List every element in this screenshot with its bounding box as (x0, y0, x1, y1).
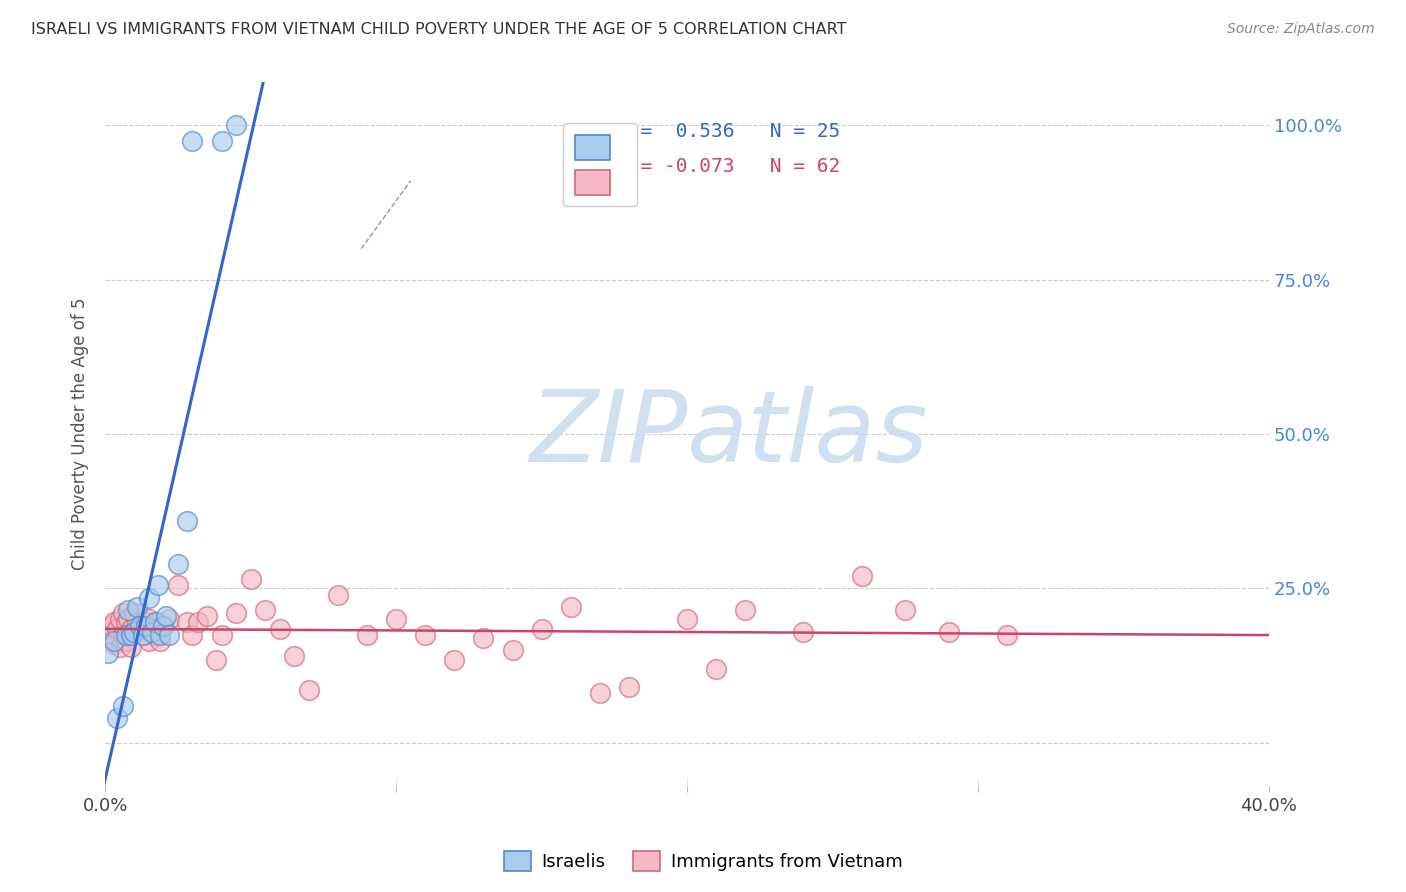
Point (176, 514, 198, 528)
Point (138, 612, 160, 626)
Point (676, 612, 699, 626)
Point (141, 622, 163, 636)
Point (239, 572, 262, 586)
Point (94, 622, 117, 636)
Point (851, 569, 873, 583)
Point (283, 649, 305, 664)
Point (176, 615, 198, 630)
Point (211, 134, 233, 148)
Point (114, 628, 136, 642)
Point (149, 634, 172, 648)
Point (135, 615, 157, 630)
Point (157, 628, 180, 642)
Point (132, 628, 155, 642)
Point (108, 612, 131, 626)
Point (103, 634, 125, 648)
Point (413, 628, 436, 642)
Point (894, 603, 917, 617)
Point (152, 618, 174, 632)
Point (117, 628, 139, 642)
Point (560, 599, 582, 614)
Point (269, 622, 291, 636)
Point (146, 615, 169, 630)
Text: atlas: atlas (688, 385, 929, 483)
Point (124, 624, 146, 639)
Point (195, 609, 218, 624)
Point (181, 628, 204, 642)
Text: R =  0.536   N = 25: R = 0.536 N = 25 (617, 121, 841, 141)
Point (124, 624, 146, 639)
Point (103, 637, 125, 651)
Point (117, 612, 139, 626)
Point (120, 640, 142, 655)
Point (105, 622, 128, 636)
Point (146, 578, 169, 592)
Point (132, 628, 155, 642)
Point (135, 618, 157, 632)
Point (530, 622, 553, 636)
Point (108, 640, 131, 655)
Point (127, 615, 149, 630)
Point (167, 557, 190, 571)
Point (225, 606, 247, 620)
Point (155, 609, 177, 624)
Point (114, 634, 136, 648)
Point (617, 681, 640, 695)
Text: ISRAELI VS IMMIGRANTS FROM VIETNAM CHILD POVERTY UNDER THE AGE OF 5 CORRELATION : ISRAELI VS IMMIGRANTS FROM VIETNAM CHILD… (31, 22, 846, 37)
Point (149, 628, 172, 642)
Point (127, 599, 149, 614)
Point (129, 622, 152, 636)
Point (143, 615, 166, 630)
Point (157, 612, 180, 626)
Point (114, 615, 136, 630)
Point (120, 628, 142, 642)
Point (117, 603, 139, 617)
Point (167, 578, 190, 592)
Text: Source: ZipAtlas.com: Source: ZipAtlas.com (1227, 22, 1375, 37)
Point (704, 662, 727, 676)
Point (938, 624, 960, 639)
Point (187, 615, 209, 630)
Point (502, 643, 524, 657)
Point (111, 606, 134, 620)
Point (589, 686, 612, 700)
Point (443, 652, 465, 666)
Point (204, 652, 226, 666)
Point (792, 624, 814, 639)
Point (143, 628, 166, 642)
Text: R = -0.073   N = 62: R = -0.073 N = 62 (617, 157, 841, 176)
Point (129, 618, 152, 632)
Point (141, 624, 163, 639)
Point (356, 628, 378, 642)
Y-axis label: Child Poverty Under the Age of 5: Child Poverty Under the Age of 5 (72, 298, 89, 570)
Point (734, 603, 756, 617)
Point (211, 628, 233, 642)
Point (100, 618, 122, 632)
Legend: , : , (562, 123, 637, 206)
Point (995, 628, 1018, 642)
Point (111, 628, 134, 642)
Point (97, 624, 120, 639)
Point (124, 606, 146, 620)
Point (326, 588, 349, 602)
Legend: Israelis, Immigrants from Vietnam: Israelis, Immigrants from Vietnam (496, 844, 910, 879)
Point (111, 698, 134, 713)
Point (138, 634, 160, 648)
Point (254, 603, 277, 617)
Point (385, 612, 408, 626)
Text: ZIP: ZIP (529, 385, 688, 483)
Point (225, 118, 247, 132)
Point (97, 646, 120, 660)
Point (472, 631, 495, 645)
Point (103, 615, 125, 630)
Point (152, 618, 174, 632)
Point (298, 683, 321, 698)
Point (120, 622, 142, 636)
Point (181, 134, 204, 148)
Point (138, 591, 160, 605)
Point (105, 711, 128, 725)
